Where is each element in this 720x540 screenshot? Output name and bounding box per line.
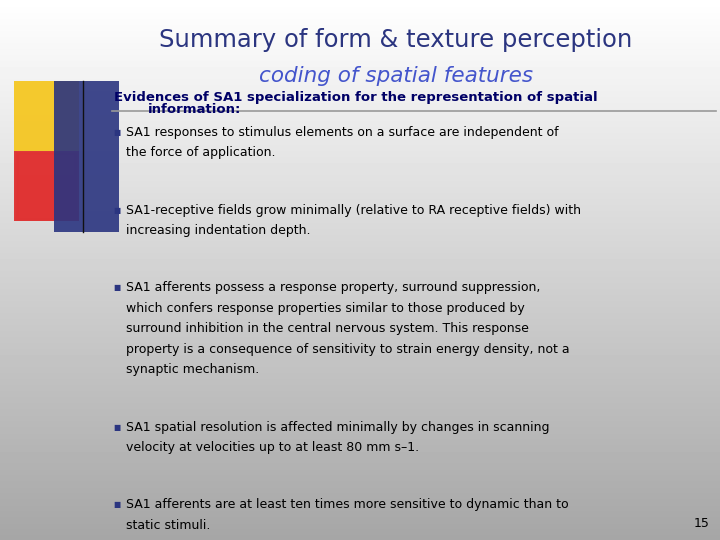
Text: synaptic mechanism.: synaptic mechanism. [126, 363, 259, 376]
Text: property is a consequence of sensitivity to strain energy density, not a: property is a consequence of sensitivity… [126, 343, 570, 356]
Text: ■: ■ [114, 284, 121, 292]
Bar [15, 152, 78, 221]
Bar [54, 81, 119, 232]
Text: Evidences of SA1 specialization for the representation of spatial: Evidences of SA1 specialization for the … [114, 91, 598, 104]
Text: coding of spatial features: coding of spatial features [259, 65, 533, 86]
Text: ■: ■ [114, 501, 121, 509]
Text: SA1 responses to stimulus elements on a surface are independent of: SA1 responses to stimulus elements on a … [126, 126, 559, 139]
Text: Summary of form & texture perception: Summary of form & texture perception [159, 29, 633, 52]
Bar [16, 152, 78, 220]
Text: information:: information: [148, 103, 241, 116]
Text: SA1 afferents possess a response property, surround suppression,: SA1 afferents possess a response propert… [126, 281, 541, 294]
Text: ■: ■ [114, 206, 121, 214]
Bar [19, 154, 75, 218]
Text: 15: 15 [693, 517, 709, 530]
Text: surround inhibition in the central nervous system. This response: surround inhibition in the central nervo… [126, 322, 529, 335]
Bar [19, 155, 74, 218]
Bar [14, 151, 79, 221]
Bar [17, 153, 76, 219]
Text: SA1 spatial resolution is affected minimally by changes in scanning: SA1 spatial resolution is affected minim… [126, 421, 549, 434]
Text: ■: ■ [114, 128, 121, 137]
Bar [17, 153, 77, 220]
Text: ■: ■ [114, 423, 121, 431]
Text: SA1-receptive fields grow minimally (relative to RA receptive fields) with: SA1-receptive fields grow minimally (rel… [126, 204, 581, 217]
Text: SA1 afferents are at least ten times more sensitive to dynamic than to: SA1 afferents are at least ten times mor… [126, 498, 569, 511]
Bar [14, 81, 79, 151]
Text: increasing indentation depth.: increasing indentation depth. [126, 224, 310, 237]
Bar [14, 151, 79, 221]
Text: static stimuli.: static stimuli. [126, 519, 210, 532]
Text: the force of application.: the force of application. [126, 146, 276, 159]
Bar [18, 154, 76, 219]
Text: velocity at velocities up to at least 80 mm s–1.: velocity at velocities up to at least 80… [126, 441, 419, 454]
Text: which confers response properties similar to those produced by: which confers response properties simila… [126, 302, 525, 315]
